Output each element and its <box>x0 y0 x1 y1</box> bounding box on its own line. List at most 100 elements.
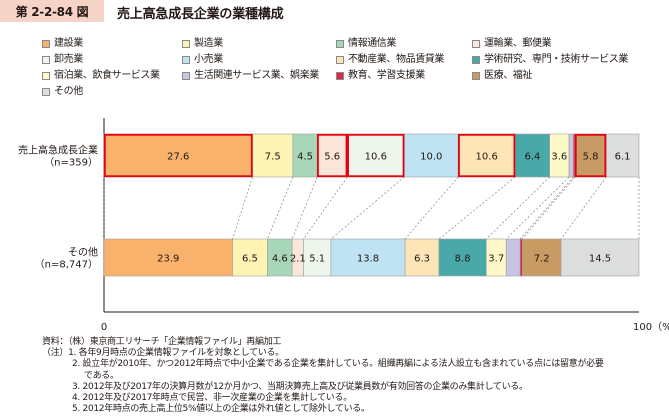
legend-item: 建設業 <box>42 38 83 50</box>
bar-segment <box>232 238 268 277</box>
bar-segment <box>404 133 459 178</box>
highlight-outline <box>458 133 516 178</box>
legend-label: 製造業 <box>194 38 223 49</box>
value-label: 2.1 <box>290 254 306 265</box>
connector-line <box>486 176 550 240</box>
legend-label: 小売業 <box>194 54 223 65</box>
highlight-outline <box>317 133 348 178</box>
value-label: 14.5 <box>589 254 611 265</box>
connector-line <box>267 176 294 240</box>
legend-swatch <box>472 72 480 80</box>
bar-segment <box>574 133 607 178</box>
legend-swatch <box>336 40 344 48</box>
legend-item: 情報通信業 <box>336 38 396 50</box>
note-1: （注）1. 各年9月時点の企業情報ファイルを対象としている。 <box>42 348 284 359</box>
legend-label: 運輸業、郵便業 <box>484 38 552 49</box>
legend-item: その他 <box>42 86 83 98</box>
bar-segment <box>292 133 318 178</box>
chart-notes: 資料：（株）東京商工リサーチ「企業情報ファイル」再編加工 （注）1. 各年9月時… <box>42 337 669 415</box>
note-2-continued: である。 <box>84 370 119 381</box>
x-tick-label: 100（%） <box>633 321 669 333</box>
category-label: その他 <box>68 246 98 259</box>
value-label: 10.6 <box>476 152 498 163</box>
value-label: 6.3 <box>414 254 430 265</box>
value-label: 6.5 <box>242 254 258 265</box>
legend-item: 生活関連サービス業、娯楽業 <box>182 70 319 82</box>
connector-line <box>303 176 348 240</box>
legend-item: 小売業 <box>182 54 223 66</box>
category-label: 売上高急成長企業 <box>18 144 98 157</box>
highlight-outline <box>574 133 607 178</box>
legend-label: 教育、学習支援業 <box>348 70 425 81</box>
bar-segment <box>330 238 406 277</box>
legend-item: 運輸業、郵便業 <box>472 38 552 50</box>
legend-swatch <box>336 72 344 80</box>
legend-item: 製造業 <box>182 38 223 50</box>
bar-segment <box>438 238 487 277</box>
note-2: 2. 設立年が2010年、かつ2012年時点で中小企業である企業を集計している。… <box>72 359 604 370</box>
connector-line <box>404 176 459 240</box>
bar-segment <box>505 238 521 277</box>
figure-number-badge: 第 2-2-84 図 <box>0 0 104 22</box>
legend-item: 教育、学習支援業 <box>336 70 425 82</box>
legend-swatch <box>336 56 344 64</box>
value-label: 27.6 <box>167 152 189 163</box>
legend-item: 宿泊業、飲食サービス業 <box>42 70 160 82</box>
bar-segment <box>404 238 440 277</box>
connector-line <box>330 176 405 240</box>
legend-swatch <box>42 72 50 80</box>
bar-segment <box>346 133 405 178</box>
note-3: 3. 2012年及び2017年の決算月数が12か月かつ、当期決算売上高及び従業員… <box>72 381 528 392</box>
legend-swatch <box>472 56 480 64</box>
value-label: 13.8 <box>357 254 379 265</box>
stacked-bar-chart: 0 100（%） 売上高急成長企業（n=359） その他（n=8,747） 27.6 7.… <box>18 118 669 333</box>
legend-label: その他 <box>54 86 83 97</box>
highlight-outline <box>347 133 405 178</box>
legend-swatch <box>42 40 50 48</box>
value-label: 3.7 <box>488 254 504 265</box>
legend-label: 建設業 <box>54 38 83 49</box>
bar-segment <box>303 238 332 277</box>
legend-label: 生活関連サービス業、娯楽業 <box>194 70 319 81</box>
legend-label: 不動産業、物品賃貸業 <box>348 54 444 65</box>
legend-label: 情報通信業 <box>348 38 396 49</box>
value-label: 4.6 <box>272 254 288 265</box>
legend-label: 宿泊業、飲食サービス業 <box>54 70 160 81</box>
bar-segment <box>267 238 293 277</box>
value-label: 4.5 <box>297 152 313 163</box>
legend-label: 学術研究、専門・技術サービス業 <box>484 54 628 65</box>
legend-item: 卸売業 <box>42 54 83 66</box>
value-label: 5.1 <box>309 254 325 265</box>
x-tick-label: 0 <box>101 322 107 333</box>
value-label: 8.8 <box>455 254 471 265</box>
bar-segment <box>605 133 640 178</box>
legend-swatch <box>182 56 190 64</box>
legend-swatch <box>42 56 50 64</box>
connector-line <box>560 176 607 240</box>
value-label: 10.0 <box>420 152 442 163</box>
legend-item: 学術研究、専門・技術サービス業 <box>472 54 628 66</box>
legend-swatch <box>182 40 190 48</box>
bar-segment <box>519 238 523 277</box>
connector-line <box>505 176 570 240</box>
value-label: 5.6 <box>324 152 340 163</box>
legend-item: 不動産業、物品賃貸業 <box>336 54 444 66</box>
value-label: 7.2 <box>534 254 550 265</box>
legend-swatch <box>182 72 190 80</box>
bar-segment <box>568 133 574 178</box>
value-label: 23.9 <box>157 254 179 265</box>
category-label: （n=359） <box>44 157 98 169</box>
legend-swatch <box>472 40 480 48</box>
bar-segment <box>514 133 550 178</box>
value-label: 7.5 <box>265 152 281 163</box>
legend-label: 卸売業 <box>54 54 83 65</box>
legend-label: 医療、福祉 <box>484 70 532 81</box>
highlight-outline <box>103 133 253 178</box>
value-label: 5.8 <box>583 152 599 163</box>
legend-swatch <box>42 88 50 96</box>
connector-line <box>232 176 253 240</box>
source-note: 資料：（株）東京商工リサーチ「企業情報ファイル」再編加工 <box>42 337 282 347</box>
value-label: 6.4 <box>524 152 540 163</box>
connector-line <box>522 176 576 240</box>
legend-item: 医療、福祉 <box>472 70 532 82</box>
